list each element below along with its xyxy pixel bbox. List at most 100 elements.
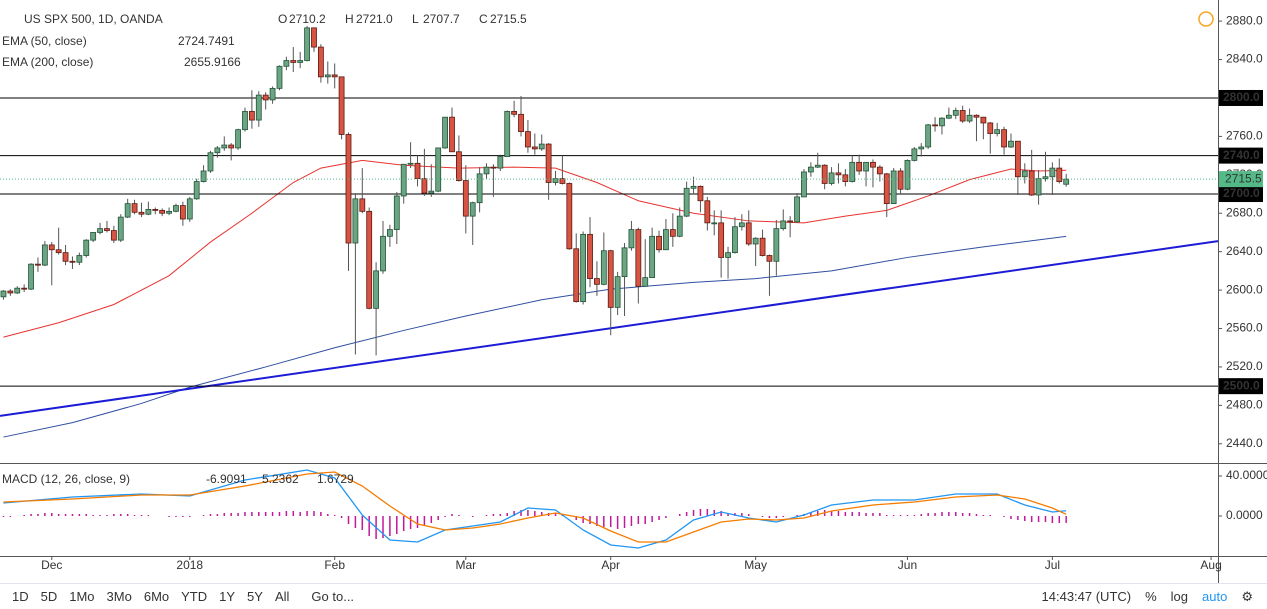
candle-body xyxy=(1001,129,1007,148)
candle-body xyxy=(814,164,821,168)
candle-body xyxy=(531,146,538,150)
y-tick-label: 2680.0 xyxy=(1226,205,1263,219)
histogram-bar xyxy=(782,516,784,517)
level-label-bg xyxy=(1219,147,1263,164)
toolbar-right: 14:43:47 (UTC) % log auto ⚙ xyxy=(1042,589,1267,605)
candle-body xyxy=(248,111,255,121)
legend-name: EMA (50, close) xyxy=(2,34,87,48)
candle-body xyxy=(145,209,152,215)
histogram-bar xyxy=(340,516,343,518)
range-button[interactable]: YTD xyxy=(181,589,208,604)
candle-body xyxy=(352,198,359,244)
candle-body xyxy=(435,147,442,192)
candle-body xyxy=(28,263,34,290)
legend-value: -6.9091 xyxy=(206,472,247,486)
candle-body xyxy=(1021,170,1028,178)
candle-body xyxy=(283,60,290,67)
histogram-bar xyxy=(575,516,577,520)
range-button[interactable]: 1Mo xyxy=(69,589,95,604)
histogram-bar xyxy=(402,516,405,531)
histogram-bar xyxy=(906,515,909,516)
histogram-bar xyxy=(975,514,978,516)
candle-body xyxy=(738,222,745,228)
histogram-bar xyxy=(913,515,916,516)
histogram-bar xyxy=(844,512,847,516)
histogram-bar xyxy=(872,513,874,516)
histogram-bar xyxy=(99,515,101,516)
candle-body xyxy=(704,200,711,224)
candle-body xyxy=(449,116,455,153)
histogram-bar xyxy=(892,515,895,516)
histogram-bar xyxy=(230,513,232,516)
histogram-bar xyxy=(57,514,60,516)
range-button[interactable]: 5Y xyxy=(247,589,263,604)
histogram-bar xyxy=(948,512,950,516)
range-button[interactable]: All xyxy=(274,589,290,604)
range-button[interactable]: 1Y xyxy=(219,589,236,604)
candle-body xyxy=(559,178,566,184)
histogram-bar xyxy=(637,516,640,524)
candle-body xyxy=(62,252,69,262)
option-button[interactable]: auto xyxy=(1202,589,1228,604)
settings-icon[interactable]: ⚙ xyxy=(1241,588,1253,604)
candle-body xyxy=(462,180,469,217)
candle-body xyxy=(1063,178,1070,185)
candle-body xyxy=(386,229,393,237)
candle-body xyxy=(959,110,966,122)
readout-value: 2721.0 xyxy=(356,12,393,26)
legend-value: 2655.9166 xyxy=(184,55,241,69)
range-button[interactable]: 6Mo xyxy=(143,589,170,604)
candle-body xyxy=(214,147,221,154)
candle-body xyxy=(1028,170,1035,196)
candle-body xyxy=(131,203,138,213)
range-button[interactable]: 1D xyxy=(12,589,29,604)
candle-body xyxy=(856,161,863,172)
alert-icon[interactable] xyxy=(1198,11,1214,27)
histogram-bar xyxy=(499,514,502,516)
range-button[interactable]: 3Mo xyxy=(106,589,132,604)
candle-body xyxy=(628,229,635,249)
option-button[interactable]: % xyxy=(1145,589,1157,604)
histogram-bar xyxy=(133,515,136,516)
histogram-bar xyxy=(2,516,5,517)
candle-body xyxy=(1035,178,1042,196)
candle-body xyxy=(573,248,580,303)
candle-body xyxy=(476,173,483,204)
goto-button[interactable]: Go to... xyxy=(311,589,355,604)
histogram-bar xyxy=(299,512,301,516)
candle-body xyxy=(780,220,787,230)
y-tick-label: 2560.0 xyxy=(1226,321,1263,335)
background xyxy=(0,0,1267,583)
clock: 14:43:47 (UTC) xyxy=(1041,589,1132,604)
x-tick-label: Feb xyxy=(324,558,345,572)
trend-line xyxy=(0,240,1219,417)
histogram-bar xyxy=(361,516,364,530)
candle-body xyxy=(794,196,800,223)
readout-value: 2715.5 xyxy=(490,12,527,26)
candle-body xyxy=(90,232,97,241)
histogram-bar xyxy=(865,513,867,516)
candle-body xyxy=(718,222,725,258)
histogram-bar xyxy=(955,512,957,516)
histogram-bar xyxy=(51,513,53,516)
range-button[interactable]: 5D xyxy=(40,589,58,604)
candle-body xyxy=(966,114,973,122)
histogram-bar xyxy=(126,514,129,516)
candle-body xyxy=(442,116,449,149)
candle-body xyxy=(683,187,690,217)
level-label: 2700.0 xyxy=(1223,186,1260,200)
line-series xyxy=(3,159,1067,338)
candle-body xyxy=(952,110,959,116)
candle-body xyxy=(186,198,193,220)
plot-area: Dec 2018 Feb Mar Apr May Jun Jul Aug 2440.0 2480.0… xyxy=(0,13,1267,572)
histogram-bar xyxy=(768,516,771,518)
candle-body xyxy=(117,216,124,241)
candle-body xyxy=(421,178,428,194)
candle-body xyxy=(890,170,897,205)
level-label: 2740.0 xyxy=(1223,148,1260,162)
candle-body xyxy=(545,143,552,183)
candle-body xyxy=(904,160,911,190)
option-button[interactable]: log xyxy=(1170,589,1189,604)
legend-name: EMA (200, close) xyxy=(2,55,93,69)
